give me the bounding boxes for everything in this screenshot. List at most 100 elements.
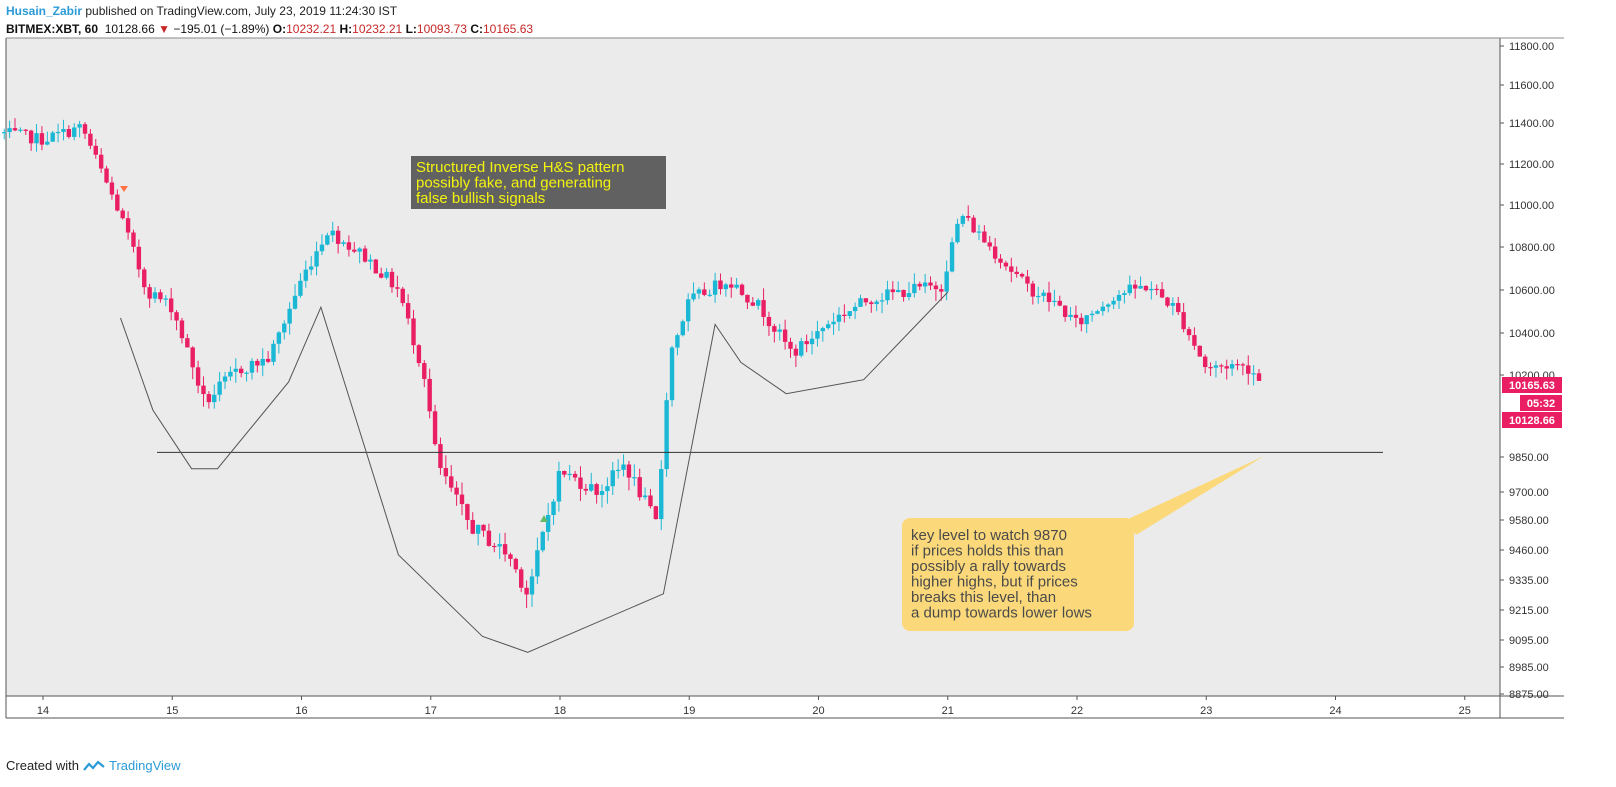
candle-down <box>88 129 93 150</box>
candle-up <box>233 358 238 383</box>
candle-down <box>1208 362 1213 376</box>
candle-down <box>1014 266 1019 278</box>
candle-body <box>659 469 664 520</box>
candle-body <box>933 285 939 290</box>
candle-body <box>583 488 589 491</box>
candle-body <box>61 129 66 132</box>
candle-body <box>939 289 944 292</box>
candle-body <box>637 477 642 498</box>
candle-body <box>901 289 906 298</box>
candle-up <box>529 568 535 607</box>
candle-down <box>438 437 443 475</box>
candle-up <box>1068 307 1073 321</box>
annotation-text-line: possibly fake, and generating <box>416 175 611 192</box>
candle-body <box>545 515 551 532</box>
candle-body <box>233 368 238 372</box>
open-value: 10232.21 <box>286 22 337 36</box>
candle-up <box>55 123 61 143</box>
y-tick-label: 9215.00 <box>1509 605 1549 617</box>
candle-up <box>7 120 12 139</box>
x-tick-label: 16 <box>295 705 307 717</box>
price-axis-background <box>1500 38 1564 696</box>
candle-down <box>1197 345 1202 357</box>
candle-body <box>928 282 933 286</box>
candle-up <box>1100 301 1106 316</box>
candle-down <box>28 129 34 151</box>
candle-body <box>109 182 115 195</box>
candle-down <box>766 311 772 336</box>
candle-body <box>1192 335 1197 346</box>
candle-body <box>179 320 185 339</box>
candle-body <box>1251 373 1256 375</box>
candle-down <box>702 282 707 297</box>
candle-down <box>379 267 384 279</box>
candle-body <box>1186 329 1192 336</box>
candle-body <box>519 569 524 588</box>
candle-body <box>982 231 987 243</box>
candle-body <box>1229 364 1235 369</box>
candle-down <box>147 283 152 308</box>
candle-body <box>481 524 486 531</box>
candle-down <box>508 552 513 567</box>
callout-box <box>902 518 1134 631</box>
candle-body <box>642 495 648 498</box>
candle-down <box>190 346 195 380</box>
candle-body <box>486 530 492 546</box>
candle-down <box>901 289 906 302</box>
close-value: 10165.63 <box>482 22 534 36</box>
candle-body <box>1095 311 1100 314</box>
candle-body <box>416 345 422 364</box>
candle-body <box>1073 314 1079 318</box>
candle-body <box>664 400 669 470</box>
candle-body <box>104 168 109 183</box>
candle-up <box>1089 310 1095 322</box>
author-name[interactable]: Husain_Zabir <box>6 4 83 18</box>
candle-body <box>72 127 77 137</box>
candle-body <box>255 360 260 366</box>
down-arrow-icon: ▼ <box>158 22 170 36</box>
x-tick-label: 24 <box>1329 705 1341 717</box>
candle-body <box>766 316 772 327</box>
candle-body <box>88 133 93 146</box>
candle-body <box>298 280 303 296</box>
candle-up <box>1106 303 1111 313</box>
candle-up <box>545 503 551 541</box>
annotation-box <box>411 156 666 209</box>
candle-body <box>195 367 201 386</box>
candle-down <box>136 239 142 278</box>
candle-body <box>718 280 723 290</box>
candle-body <box>389 271 395 288</box>
candle-down <box>626 460 632 491</box>
candle-body <box>739 284 745 295</box>
candle-up <box>292 284 298 310</box>
candle-down <box>1159 281 1165 299</box>
candle-down <box>1009 257 1014 283</box>
candle-body <box>330 230 335 236</box>
candle-up <box>820 326 826 342</box>
candle-body <box>578 477 583 489</box>
y-tick-label: 10800.00 <box>1509 242 1555 254</box>
price-labels: 10165.63 05:32 10128.66 <box>1502 377 1562 428</box>
candle-up <box>152 287 158 303</box>
candle-down <box>1079 313 1084 332</box>
candle-body <box>1202 356 1208 368</box>
candle-body <box>1052 300 1057 303</box>
tradingview-link[interactable]: TradingView <box>108 758 181 773</box>
candle-down <box>562 470 567 478</box>
candle-down <box>481 524 486 537</box>
candle-body <box>427 378 432 412</box>
candle-body <box>556 470 562 502</box>
candle-body <box>18 129 23 131</box>
candle-body <box>201 385 206 395</box>
candle-down <box>443 455 449 485</box>
candle-up <box>669 345 675 407</box>
inverse-hs-pattern-line <box>120 291 949 653</box>
candle-down <box>449 465 454 492</box>
candle-down <box>917 281 922 291</box>
low-label: L: <box>405 22 417 36</box>
candle-body <box>949 242 955 272</box>
candle-up <box>1127 275 1132 296</box>
annotation-text-line: false bullish signals <box>416 190 545 207</box>
